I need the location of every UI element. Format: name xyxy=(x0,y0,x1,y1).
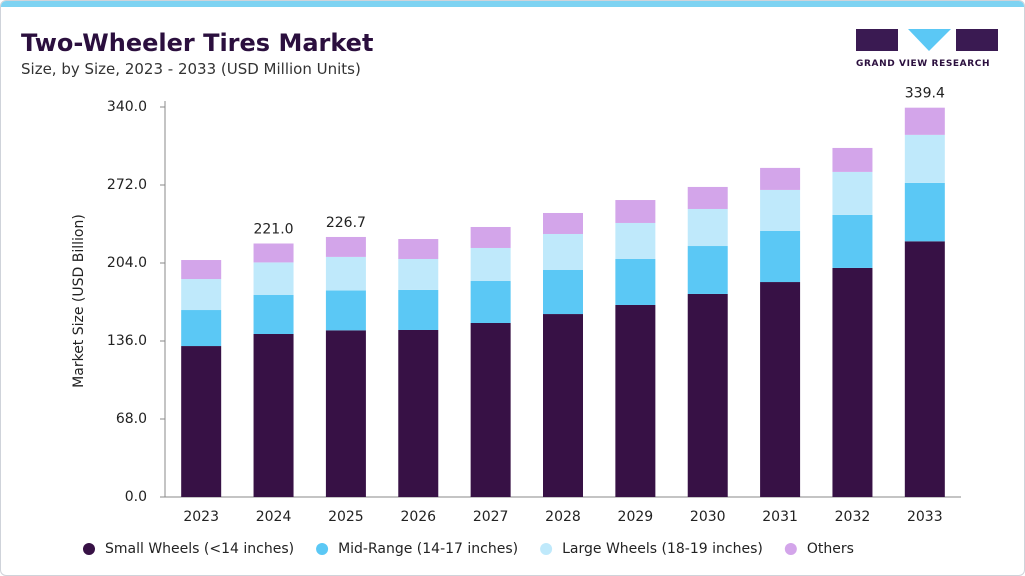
legend-marker xyxy=(83,543,95,555)
bar-segment xyxy=(760,282,801,497)
y-tick-label: 0.0 xyxy=(125,489,147,505)
bar-segment xyxy=(904,107,945,135)
y-tick-label: 136.0 xyxy=(107,333,147,349)
bar-segment xyxy=(253,243,294,263)
y-axis-label: Market Size (USD Billion) xyxy=(71,214,87,388)
legend-label: Mid-Range (14-17 inches) xyxy=(338,541,518,557)
legend-label: Small Wheels (<14 inches) xyxy=(105,541,294,557)
x-tick-label: 2028 xyxy=(545,509,581,525)
bar-segment xyxy=(253,334,294,497)
bar-segment xyxy=(904,134,945,183)
bar-segment xyxy=(253,295,294,335)
bar-segment xyxy=(181,260,222,280)
bar-segment xyxy=(687,208,728,247)
bar-segment xyxy=(615,222,656,259)
total-label: 226.7 xyxy=(326,215,366,231)
bar-segment xyxy=(760,230,801,283)
bar-segment xyxy=(687,186,728,209)
title: Two-Wheeler Tires Market xyxy=(21,29,374,57)
bar-segment xyxy=(398,329,439,497)
total-label: 221.0 xyxy=(253,222,293,238)
bar-segment xyxy=(325,256,366,291)
x-tick-label: 2023 xyxy=(183,509,219,525)
logo xyxy=(856,29,998,51)
bar-segment xyxy=(760,189,801,231)
legend-marker xyxy=(316,543,329,555)
x-tick-label: 2025 xyxy=(328,509,364,525)
bar-segment xyxy=(832,267,873,497)
bar-segment xyxy=(325,236,366,257)
bar-segment xyxy=(325,290,366,331)
bar-segment xyxy=(687,293,728,497)
bar-segment xyxy=(325,330,366,497)
bar-segment xyxy=(398,258,439,290)
bar-segment xyxy=(832,171,873,215)
total-label: 339.4 xyxy=(905,86,945,102)
bar-segment xyxy=(687,246,728,294)
bar-segment xyxy=(470,226,511,248)
y-tick-label: 272.0 xyxy=(107,177,147,193)
bar-segment xyxy=(615,258,656,305)
x-tick-label: 2033 xyxy=(907,509,943,525)
bar-segment xyxy=(615,304,656,497)
bar-segment xyxy=(181,346,222,497)
bar-segment xyxy=(543,314,583,497)
x-tick-label: 2029 xyxy=(618,509,654,525)
bar-segment xyxy=(543,212,583,234)
bar-segment xyxy=(832,214,873,268)
top-stripe xyxy=(1,1,1024,7)
bar-segment xyxy=(615,200,656,223)
legend-marker xyxy=(784,543,797,555)
bar-segment xyxy=(760,167,801,190)
bar-segment xyxy=(470,281,511,323)
x-tick-label: 2032 xyxy=(835,509,871,525)
bar-segment xyxy=(470,322,511,497)
bar-segment xyxy=(470,247,511,282)
bar-segment xyxy=(543,269,583,315)
x-tick-label: 2024 xyxy=(256,509,292,525)
x-tick-label: 2027 xyxy=(473,509,509,525)
logo-text: GRAND VIEW RESEARCH xyxy=(856,59,991,69)
subtitle: Size, by Size, 2023 - 2033 (USD Million … xyxy=(21,60,361,78)
legend-label: Others xyxy=(807,541,854,557)
bar-segment xyxy=(398,289,439,330)
bar-segment xyxy=(181,310,222,347)
legend-marker xyxy=(540,543,553,555)
bar-segment xyxy=(181,279,222,311)
y-tick-label: 204.0 xyxy=(107,255,147,271)
bar-segment xyxy=(398,239,439,259)
bar-segment xyxy=(543,233,583,270)
bar-segment xyxy=(904,241,945,497)
legend-label: Large Wheels (18-19 inches) xyxy=(562,541,763,557)
y-tick-label: 340.0 xyxy=(107,99,147,115)
bar-segment xyxy=(832,147,873,172)
bar-segment xyxy=(253,262,294,296)
x-tick-label: 2031 xyxy=(762,509,798,525)
bar-segment xyxy=(904,182,945,242)
x-tick-label: 2026 xyxy=(400,509,436,525)
x-tick-label: 2030 xyxy=(690,509,726,525)
y-tick-label: 68.0 xyxy=(116,411,147,427)
